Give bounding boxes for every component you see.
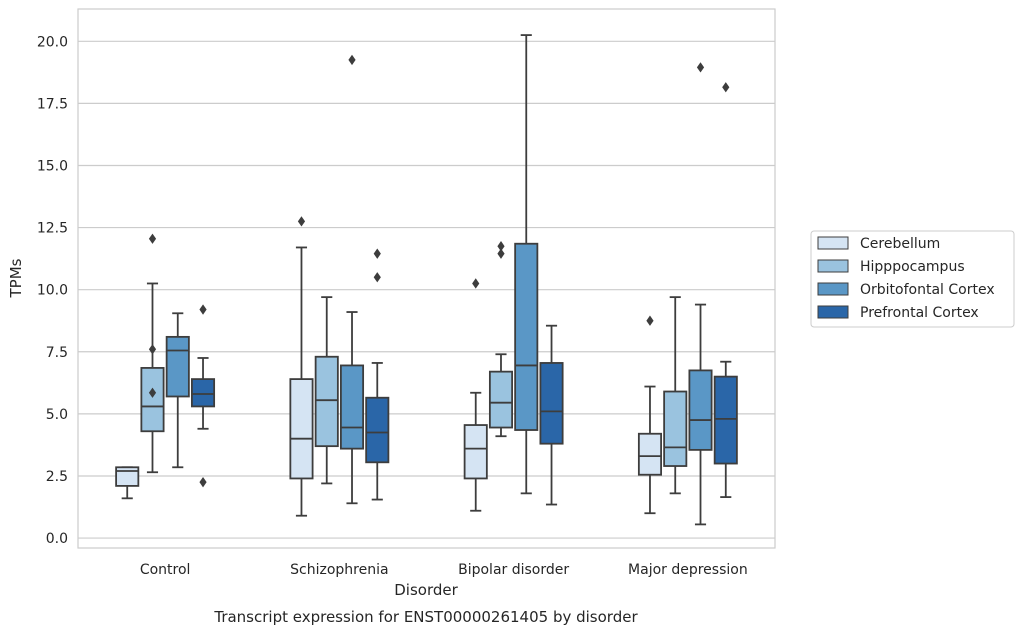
outlier-point (472, 278, 480, 289)
iqr-box (191, 378, 216, 408)
y-tick-label: 17.5 (37, 96, 68, 112)
box-orbitofontal-cortex (688, 62, 713, 526)
outlier-point (646, 315, 654, 326)
y-tick-label: 0.0 (46, 531, 68, 547)
y-tick-label: 10.0 (37, 283, 68, 299)
x-tick-label: Control (140, 562, 191, 578)
box-orbitofontal-cortex (165, 312, 190, 469)
box-cerebellum (463, 278, 488, 512)
box-hipppocampus (314, 296, 339, 485)
outlier-point (199, 304, 207, 315)
outlier-point (373, 272, 381, 283)
outlier-point (497, 248, 505, 259)
iqr-box (140, 367, 165, 433)
y-tick-label: 2.5 (46, 469, 68, 485)
outlier-point (373, 248, 381, 259)
box-hipppocampus (140, 233, 165, 474)
outlier-point (348, 54, 356, 66)
axes-frame (77, 8, 776, 549)
x-tick-label: Major depression (628, 562, 748, 578)
outlier-point (148, 387, 157, 398)
box-prefrontal-cortex (713, 82, 738, 498)
legend-label: Prefrontal Cortex (860, 305, 979, 321)
box-hipppocampus (663, 296, 688, 495)
box-cerebellum (637, 315, 662, 515)
box-cerebellum (289, 216, 314, 517)
iqr-box (539, 362, 564, 445)
outlier-point (148, 233, 157, 244)
iqr-box (115, 466, 140, 487)
box-orbitofontal-cortex (339, 54, 365, 505)
iqr-box (314, 355, 339, 448)
y-tick-label: 7.5 (46, 345, 68, 361)
box-prefrontal-cortex (191, 304, 216, 488)
x-tick-labels: Control Schizophrenia Bipolar disorder Majo… (140, 562, 748, 578)
iqr-box (637, 432, 662, 476)
box-orbitofontal-cortex (514, 34, 539, 495)
outlier-point (297, 216, 306, 227)
legend-label: Cerebellum (860, 236, 940, 252)
legend: Cerebellum Hipppocampus Orbitofontal Corte… (810, 230, 1015, 328)
iqr-box (365, 396, 390, 464)
y-tick-label: 12.5 (37, 221, 68, 237)
outlier-point (696, 62, 705, 73)
box-hipppocampus (488, 241, 514, 438)
y-axis-label: TPMs (7, 258, 25, 298)
boxes (115, 34, 738, 526)
iqr-box (339, 364, 365, 450)
legend-swatch (817, 282, 849, 296)
outlier-point (199, 477, 207, 488)
y-tick-label: 15.0 (37, 158, 68, 174)
outlier-point (722, 82, 730, 93)
outlier-point (497, 241, 505, 252)
legend-swatch (817, 236, 849, 250)
x-tick-label: Bipolar disorder (458, 562, 569, 578)
legend-label: Hipppocampus (860, 259, 965, 275)
x-tick-label: Schizophrenia (290, 562, 388, 578)
iqr-box (514, 242, 539, 431)
legend-label: Orbitofontal Cortex (860, 282, 995, 298)
iqr-box (488, 370, 514, 429)
box-cerebellum (115, 466, 140, 500)
gridlines (78, 40, 775, 539)
iqr-box (165, 335, 190, 398)
box-prefrontal-cortex (539, 324, 564, 506)
iqr-box (463, 424, 488, 480)
iqr-box (688, 369, 713, 451)
y-tick-labels: 0.0 2.5 5.0 7.5 10.0 12.5 15.0 17.5 20.0 (37, 34, 68, 547)
y-tick-label: 20.0 (37, 34, 68, 50)
box-prefrontal-cortex (365, 248, 390, 501)
y-tick-label: 5.0 (46, 407, 68, 423)
iqr-box (713, 375, 738, 465)
x-axis-label: Disorder (394, 581, 458, 599)
legend-frame (810, 230, 1015, 328)
legend-swatch (817, 305, 849, 319)
iqr-box (663, 390, 688, 467)
outlier-point (148, 344, 157, 355)
iqr-box (289, 378, 314, 480)
chart-caption: Transcript expression for ENST0000026140… (213, 608, 638, 626)
legend-swatch (817, 259, 849, 273)
